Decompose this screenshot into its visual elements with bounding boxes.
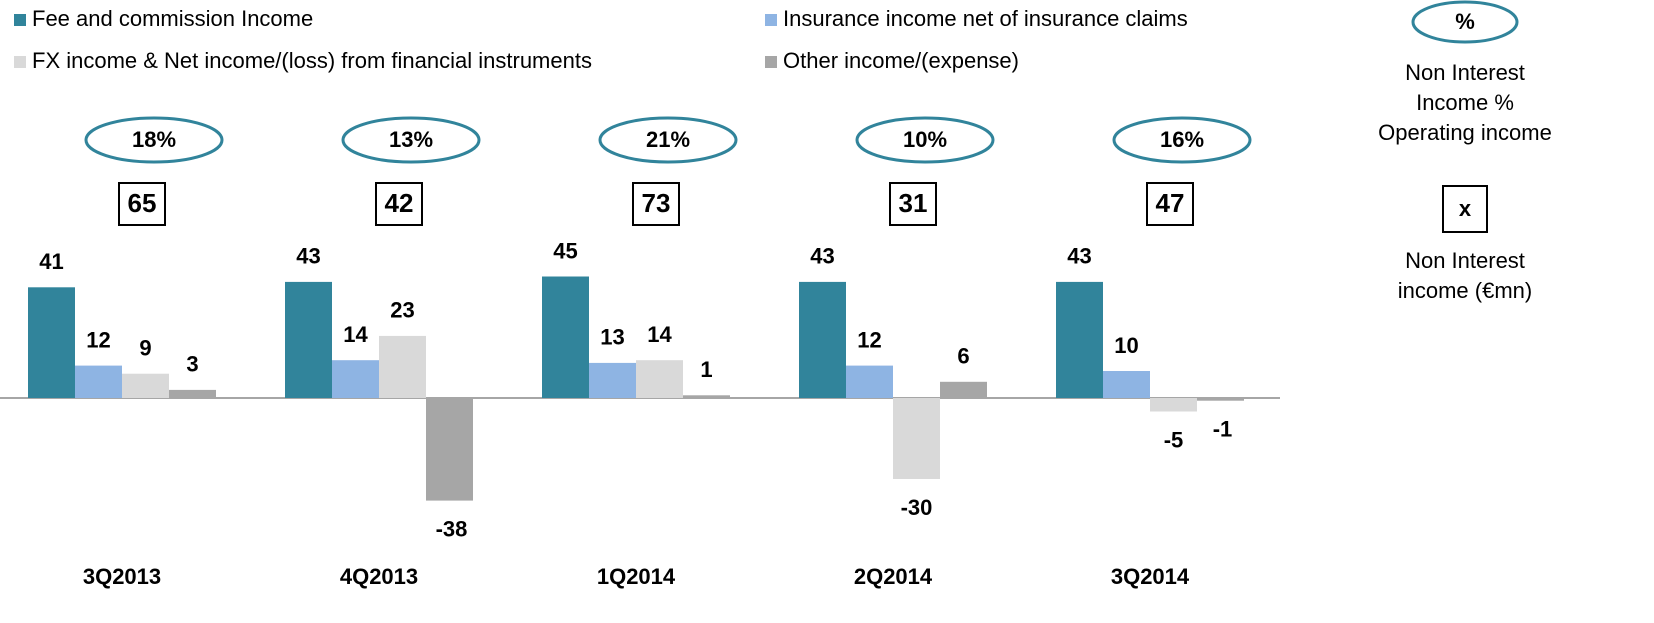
ratio-ellipse: [855, 116, 995, 164]
bar: [75, 365, 122, 398]
bar-value-label: -1: [1213, 417, 1233, 442]
total-box: [1146, 182, 1194, 226]
bar-value-label: 14: [647, 322, 672, 347]
legend-label: Fee and commission Income: [32, 6, 313, 31]
legend-label: Other income/(expense): [783, 48, 1019, 73]
bar: [542, 276, 589, 398]
bar-value-label: 14: [343, 322, 368, 347]
bar: [426, 398, 473, 501]
total-label: 47: [1156, 188, 1185, 218]
bar: [28, 287, 75, 398]
total-label: 65: [128, 188, 157, 218]
legend-label: Insurance income net of insurance claims: [783, 6, 1188, 31]
total-label: 31: [899, 188, 928, 218]
ratio-label: 13%: [389, 127, 433, 152]
bar: [799, 281, 846, 398]
bar-value-label: 43: [810, 244, 834, 269]
bar: [589, 362, 636, 398]
bar: [285, 281, 332, 398]
bar-value-label: 12: [86, 327, 110, 352]
bar-value-label: 6: [957, 344, 969, 369]
category-label: 4Q2013: [340, 564, 418, 589]
key-ratio-symbol: %: [1455, 9, 1475, 34]
bar: [893, 398, 940, 479]
key-total-label: income (€mn): [1398, 278, 1532, 303]
total-box: [118, 182, 166, 226]
ratio-label: 16%: [1160, 127, 1204, 152]
bar-value-label: 1: [700, 357, 712, 382]
bar-value-label: 43: [1067, 244, 1091, 269]
total-label: 73: [642, 188, 671, 218]
key-total-label: Non Interest: [1405, 248, 1525, 273]
bar-value-label: -30: [901, 495, 933, 520]
legend-swatch: [14, 56, 26, 68]
bar-value-label: -5: [1164, 427, 1184, 452]
key-total-symbol: x: [1459, 196, 1472, 221]
bar: [122, 373, 169, 398]
bar-value-label: 10: [1114, 333, 1138, 358]
ratio-label: 10%: [903, 127, 947, 152]
bar: [1103, 371, 1150, 398]
bar-value-label: 41: [39, 249, 63, 274]
bar-value-label: 12: [857, 327, 881, 352]
bar-value-label: 43: [296, 244, 320, 269]
legend-label: FX income & Net income/(loss) from finan…: [32, 48, 592, 73]
key-ratio-label: Non Interest: [1405, 60, 1525, 85]
ratio-label: 21%: [646, 127, 690, 152]
bar-value-label: 3: [186, 352, 198, 377]
ratio-ellipse: [598, 116, 738, 164]
ratio-ellipse: [84, 116, 224, 164]
bar-value-label: 13: [600, 325, 624, 350]
bar: [332, 360, 379, 398]
key-ratio-label: Operating income: [1378, 120, 1552, 145]
key-box: [1442, 185, 1488, 233]
category-label: 3Q2014: [1111, 564, 1190, 589]
total-box: [632, 182, 680, 226]
ratio-ellipse: [1112, 116, 1252, 164]
legend-swatch: [765, 56, 777, 68]
bar: [846, 365, 893, 398]
bar: [940, 381, 987, 398]
bar: [169, 389, 216, 398]
category-label: 1Q2014: [597, 564, 676, 589]
total-label: 42: [385, 188, 414, 218]
bar: [1150, 398, 1197, 412]
bar: [1197, 398, 1244, 401]
category-label: 2Q2014: [854, 564, 933, 589]
ratio-ellipse: [341, 116, 481, 164]
key-ellipse: [1411, 0, 1519, 44]
legend-swatch: [765, 14, 777, 26]
total-box: [375, 182, 423, 226]
bar-value-label: 45: [553, 238, 577, 263]
bar-value-label: 9: [139, 336, 151, 361]
bar: [379, 335, 426, 398]
ratio-label: 18%: [132, 127, 176, 152]
category-label: 3Q2013: [83, 564, 161, 589]
legend-swatch: [14, 14, 26, 26]
bar: [1056, 281, 1103, 398]
bar: [683, 395, 730, 398]
key-ratio-label: Income %: [1416, 90, 1514, 115]
total-box: [889, 182, 937, 226]
bar: [636, 360, 683, 398]
bar-value-label: 23: [390, 298, 414, 323]
bar-value-label: -38: [436, 516, 468, 541]
